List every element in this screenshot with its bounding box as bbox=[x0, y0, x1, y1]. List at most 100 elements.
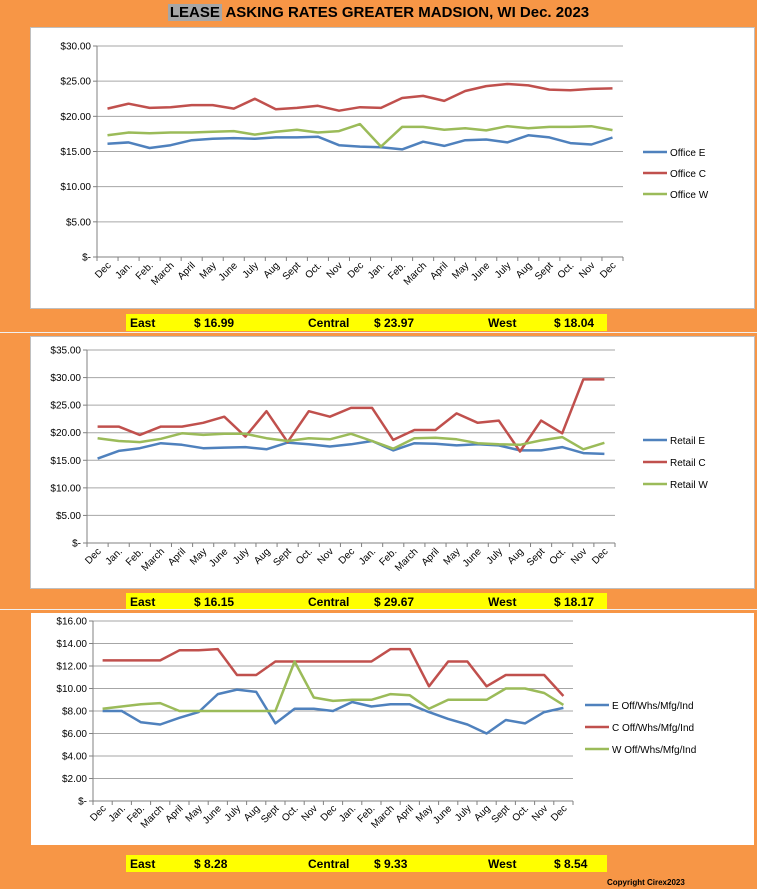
x-tick-label: Dec bbox=[549, 803, 569, 823]
chart-panel-office: $- $5.00 $10.00 $15.00 $20.00 $25.00 $30.00 Dec… bbox=[30, 27, 755, 309]
x-tick-label: Oct. bbox=[280, 803, 301, 824]
series-line bbox=[97, 378, 605, 453]
x-tick-label: May bbox=[414, 803, 435, 824]
x-tick-label: May bbox=[450, 260, 471, 281]
x-tick-label: Dec bbox=[83, 546, 103, 566]
summary-bar-retail: East $ 16.15 Central $ 29.67 West $ 18.1… bbox=[126, 593, 607, 610]
y-tick-label: $12.00 bbox=[56, 662, 87, 673]
y-tick-label: $10.00 bbox=[50, 483, 81, 494]
y-tick-label: $10.00 bbox=[56, 684, 87, 695]
legend-label: Office E bbox=[670, 148, 706, 159]
y-tick-label: $30.00 bbox=[50, 373, 81, 384]
x-tick-label: Aug bbox=[262, 260, 282, 280]
x-tick-label: Jan. bbox=[104, 546, 125, 567]
x-tick-label: Dec bbox=[346, 260, 366, 280]
legend-label: C Off/Whs/Mfg/Ind bbox=[612, 723, 694, 734]
summary-bar-industrial: East $ 8.28 Central $ 9.33 West $ 8.54 bbox=[126, 855, 607, 872]
chart-panel-industrial: $- $2.00 $4.00 $6.00 $8.00 $10.00 $12.00 $14.00… bbox=[30, 612, 755, 846]
east-label: East bbox=[130, 595, 156, 609]
x-tick-label: May bbox=[198, 260, 219, 281]
x-tick-label: May bbox=[442, 546, 463, 567]
central-label: Central bbox=[308, 316, 350, 330]
page-title: LEASE ASKING RATES GREATER MADSION, WI D… bbox=[0, 4, 757, 21]
y-tick-label: $- bbox=[82, 253, 91, 264]
y-tick-label: $25.00 bbox=[60, 77, 91, 88]
east-value: $ 16.99 bbox=[194, 316, 235, 330]
x-tick-label: Aug bbox=[472, 803, 492, 823]
x-tick-label: July bbox=[241, 260, 261, 280]
x-tick-label: July bbox=[223, 803, 243, 823]
x-tick-label: April bbox=[420, 546, 442, 568]
x-tick-label: Jan. bbox=[337, 803, 358, 824]
summary-bar-office: East $ 16.99 Central $ 23.97 West $ 18.0… bbox=[126, 314, 607, 331]
x-tick-label: April bbox=[428, 260, 450, 282]
chart-panel-retail: $- $5.00 $10.00 $15.00 $20.00 $25.00 $30.00 $35… bbox=[30, 336, 755, 589]
central-label: Central bbox=[308, 595, 350, 609]
x-tick-label: Nov bbox=[316, 546, 336, 566]
x-tick-label: Jan. bbox=[114, 260, 135, 281]
x-tick-label: Dec bbox=[590, 546, 610, 566]
x-tick-label: Nov bbox=[325, 260, 345, 280]
x-tick-label: March bbox=[402, 260, 429, 287]
y-tick-label: $5.00 bbox=[56, 511, 81, 522]
x-tick-label: July bbox=[493, 260, 513, 280]
x-tick-label: Dec bbox=[337, 546, 357, 566]
y-tick-label: $8.00 bbox=[62, 707, 87, 718]
east-value: $ 16.15 bbox=[194, 595, 235, 609]
x-tick-label: July bbox=[231, 546, 251, 566]
central-value: $ 23.97 bbox=[374, 316, 415, 330]
x-tick-label: June bbox=[207, 546, 230, 569]
west-value: $ 18.17 bbox=[554, 595, 595, 609]
x-tick-label: Nov bbox=[530, 803, 550, 823]
x-tick-label: Sept bbox=[271, 546, 293, 568]
central-value: $ 9.33 bbox=[374, 857, 408, 871]
y-tick-label: $2.00 bbox=[62, 774, 87, 785]
x-tick-label: Jan. bbox=[366, 260, 387, 281]
legend-label: Office C bbox=[670, 169, 706, 180]
x-tick-label: Aug bbox=[514, 260, 534, 280]
x-tick-label: Jan. bbox=[107, 803, 128, 824]
x-tick-label: Jan. bbox=[357, 546, 378, 567]
x-tick-label: Oct. bbox=[303, 260, 324, 281]
x-tick-label: Oct. bbox=[548, 546, 569, 567]
series-line bbox=[107, 122, 613, 148]
x-tick-label: June bbox=[469, 260, 492, 283]
y-tick-label: $- bbox=[78, 797, 87, 808]
east-value: $ 8.28 bbox=[194, 857, 228, 871]
x-tick-label: Nov bbox=[300, 803, 320, 823]
series-line bbox=[97, 432, 605, 451]
x-tick-label: April bbox=[394, 803, 416, 825]
x-tick-label: Aug bbox=[242, 803, 262, 823]
x-tick-label: June bbox=[461, 546, 484, 569]
x-tick-label: April bbox=[166, 546, 188, 568]
legend-label: Retail E bbox=[670, 436, 705, 447]
x-tick-label: March bbox=[149, 260, 176, 287]
west-label: West bbox=[488, 316, 517, 330]
x-tick-label: May bbox=[184, 803, 205, 824]
retail-chart: $- $5.00 $10.00 $15.00 $20.00 $25.00 $30.00 $35… bbox=[50, 346, 708, 574]
legend-label: Retail C bbox=[670, 458, 706, 469]
divider bbox=[0, 332, 757, 333]
y-tick-label: $20.00 bbox=[60, 112, 91, 123]
x-tick-label: Nov bbox=[577, 260, 597, 280]
divider bbox=[0, 609, 757, 610]
x-tick-label: Sept bbox=[259, 803, 281, 825]
y-tick-label: $15.00 bbox=[50, 456, 81, 467]
x-tick-label: Sept bbox=[490, 803, 512, 825]
industrial-chart: $- $2.00 $4.00 $6.00 $8.00 $10.00 $12.00 $14.00… bbox=[56, 617, 696, 831]
y-tick-label: $14.00 bbox=[56, 639, 87, 650]
west-value: $ 18.04 bbox=[554, 316, 595, 330]
copyright: Copyright Cirex2023 bbox=[607, 878, 685, 887]
west-value: $ 8.54 bbox=[554, 857, 588, 871]
east-label: East bbox=[130, 857, 156, 871]
x-tick-label: Dec bbox=[598, 260, 618, 280]
x-tick-label: Dec bbox=[93, 260, 113, 280]
central-label: Central bbox=[308, 857, 350, 871]
y-tick-label: $5.00 bbox=[66, 217, 91, 228]
x-tick-label: Nov bbox=[569, 546, 589, 566]
legend-label: Retail W bbox=[670, 480, 708, 491]
y-tick-label: $35.00 bbox=[50, 346, 81, 357]
x-tick-label: June bbox=[217, 260, 240, 283]
west-label: West bbox=[488, 595, 517, 609]
x-tick-label: March bbox=[140, 546, 167, 573]
